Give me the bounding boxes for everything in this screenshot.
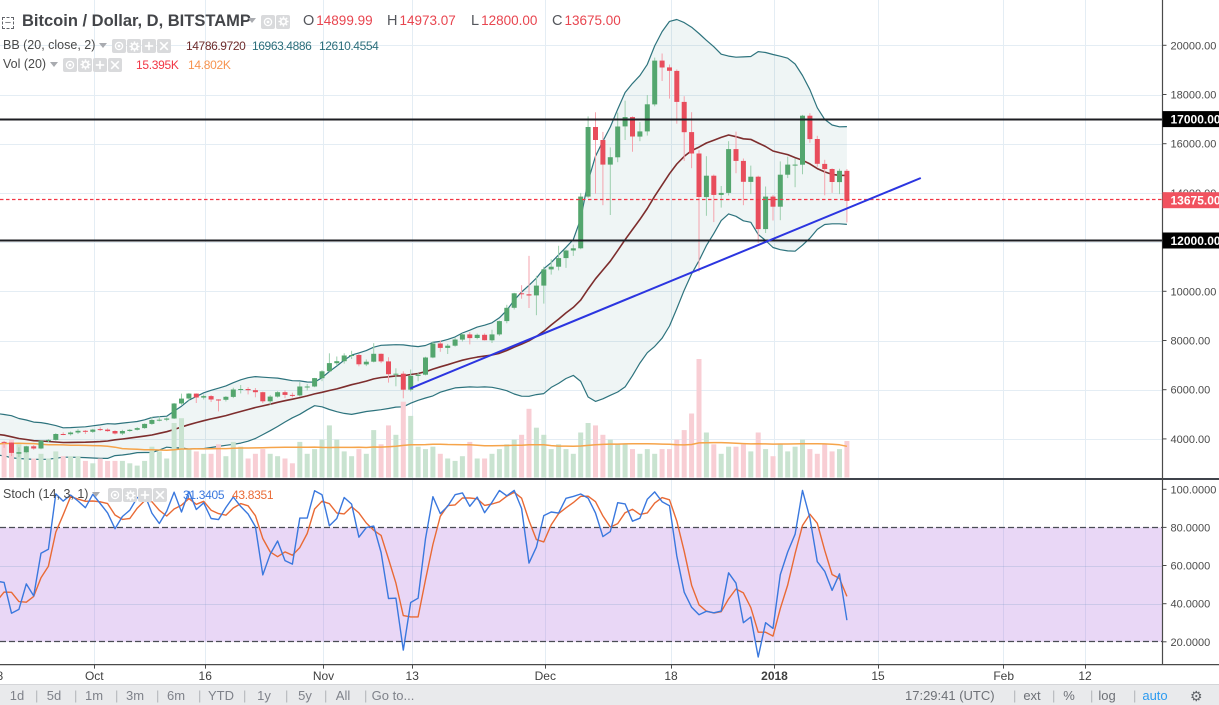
svg-text:18: 18	[0, 669, 3, 683]
svg-text:16: 16	[199, 669, 213, 683]
svg-text:80.0000: 80.0000	[1171, 522, 1211, 534]
svg-text:18: 18	[664, 669, 678, 683]
svg-text:100.0000: 100.0000	[1171, 484, 1217, 496]
svg-text:2018: 2018	[761, 669, 788, 683]
svg-text:Feb: Feb	[993, 669, 1014, 683]
svg-text:40.0000: 40.0000	[1171, 599, 1211, 611]
svg-text:4000.00: 4000.00	[1171, 434, 1211, 446]
svg-text:Oct: Oct	[85, 669, 104, 683]
svg-text:6000.00: 6000.00	[1171, 385, 1211, 397]
svg-text:20.0000: 20.0000	[1171, 637, 1211, 649]
svg-text:12000.00: 12000.00	[1171, 234, 1219, 248]
svg-text:20000.00: 20000.00	[1171, 40, 1217, 52]
svg-text:13: 13	[406, 669, 420, 683]
svg-text:Dec: Dec	[535, 669, 556, 683]
svg-text:Nov: Nov	[313, 669, 334, 683]
svg-text:60.0000: 60.0000	[1171, 561, 1211, 573]
svg-text:15: 15	[871, 669, 885, 683]
svg-text:12: 12	[1078, 669, 1092, 683]
svg-text:8000.00: 8000.00	[1171, 336, 1211, 348]
svg-text:10000.00: 10000.00	[1171, 286, 1217, 298]
svg-text:18000.00: 18000.00	[1171, 90, 1217, 102]
svg-text:13675.00: 13675.00	[1171, 194, 1219, 208]
svg-text:17000.00: 17000.00	[1171, 113, 1219, 127]
svg-text:16000.00: 16000.00	[1171, 139, 1217, 151]
